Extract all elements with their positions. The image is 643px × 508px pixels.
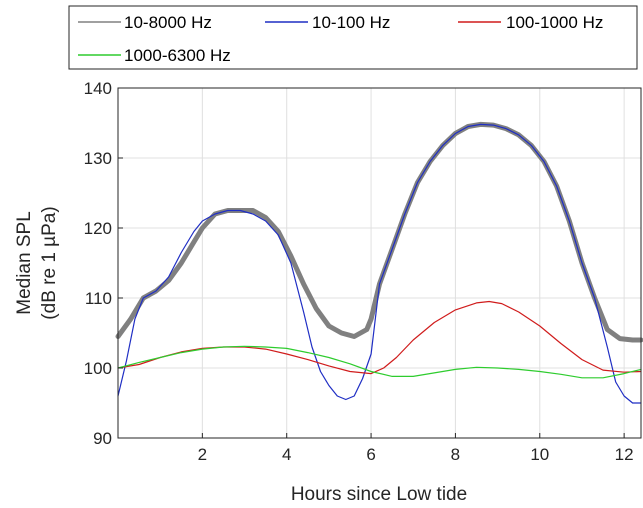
y-tick-label: 120	[84, 219, 112, 238]
x-tick-label: 8	[451, 445, 460, 464]
series-layer	[115, 121, 643, 404]
legend-item-100-1000: 100-1000 Hz	[458, 13, 603, 32]
x-tick-label: 2	[198, 445, 207, 464]
legend-label-100-1000: 100-1000 Hz	[506, 13, 603, 32]
y-axis-label: Median SPL (dB re 1 µPa)	[14, 206, 60, 319]
y-tick-label: 140	[84, 79, 112, 98]
legend-label-10-8000: 10-8000 Hz	[124, 13, 212, 32]
legend-label-1000-6300: 1000-6300 Hz	[124, 46, 231, 65]
legend-label-10-100: 10-100 Hz	[312, 13, 390, 32]
y-tick-label: 90	[93, 429, 112, 448]
legend-item-10-100: 10-100 Hz	[265, 13, 390, 32]
legend-item-1000-6300: 1000-6300 Hz	[78, 46, 231, 65]
legend-box	[68, 5, 638, 70]
plot-frame	[117, 87, 642, 439]
y-tick-label: 100	[84, 359, 112, 378]
x-axis-ticks: 2 4 6 8 10 12	[198, 433, 634, 464]
x-tick-label: 4	[282, 445, 291, 464]
legend: 10-8000 Hz 10-100 Hz 100-1000 Hz 1000-63…	[68, 5, 638, 70]
y-axis-ticks: 90 100 110 120 130 140	[84, 79, 123, 448]
x-axis-label: Hours since Low tide	[291, 484, 467, 505]
x-tick-label: 12	[615, 445, 634, 464]
x-tick-label: 10	[530, 445, 549, 464]
x-tick-label: 6	[366, 445, 375, 464]
legend-item-10-8000: 10-8000 Hz	[78, 13, 212, 32]
y-tick-label: 110	[85, 289, 112, 308]
series-line-10-100hz	[117, 123, 642, 404]
y-axis-label-line2: (dB re 1 µPa)	[39, 206, 60, 319]
series-line-1000-6300hz	[117, 345, 642, 379]
y-axis-label-line1: Median SPL	[14, 211, 35, 315]
y-tick-label: 130	[84, 149, 112, 168]
